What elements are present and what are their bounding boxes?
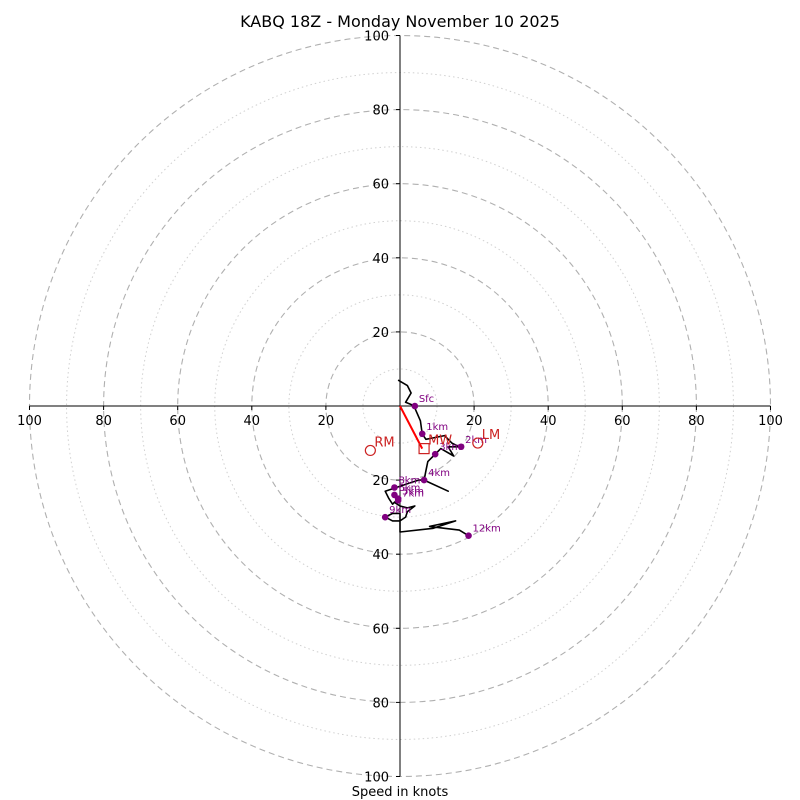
storm-motion-label: LM xyxy=(482,428,500,443)
wind-profile-layer xyxy=(384,379,469,537)
height-marker-dot xyxy=(381,513,389,521)
x-tick-label: 20 xyxy=(466,414,483,429)
x-tick-label: 60 xyxy=(169,414,186,429)
mean-wind-marker xyxy=(418,443,430,455)
storm-motions: RM LM MW xyxy=(364,428,500,457)
bulk-shear-vector xyxy=(399,405,424,450)
y-tick-label: 100 xyxy=(364,771,389,786)
height-marker-label: 6km xyxy=(398,483,420,494)
height-marker-label: 5km xyxy=(402,487,424,498)
height-marker-label: 9km xyxy=(389,505,411,516)
height-marker-label: 12km xyxy=(473,524,501,535)
x-tick-label: 100 xyxy=(758,414,783,429)
height-marker-dot xyxy=(391,491,398,499)
y-tick-label: 20 xyxy=(372,326,389,341)
x-tick-label: 60 xyxy=(614,414,631,429)
chart-title: KABQ 18Z - Monday November 10 2025 xyxy=(240,12,560,31)
height-marker-label: 4km xyxy=(428,468,450,479)
height-marker-dot xyxy=(457,443,465,451)
x-tick-label: 40 xyxy=(540,414,557,429)
height-marker-label: Sfc xyxy=(419,394,434,405)
height-marker-dot xyxy=(394,497,402,504)
height-marker-label: 2km xyxy=(465,435,487,446)
storm-motion-marker xyxy=(472,437,484,449)
y-tick-label: 80 xyxy=(372,104,389,119)
storm-motion-marker xyxy=(364,444,376,457)
y-tick-label: 40 xyxy=(372,252,389,267)
y-tick-label: 20 xyxy=(372,474,389,489)
y-tick-label: 60 xyxy=(372,622,389,637)
height-marker-dot xyxy=(411,402,419,410)
height-marker-dot xyxy=(431,450,439,458)
height-marker-label: 1km xyxy=(426,422,448,433)
y-tick-label: 100 xyxy=(364,30,389,45)
height-marker-label: 7km xyxy=(402,488,424,499)
y-tick-label: 80 xyxy=(372,696,389,711)
x-tick-label: 80 xyxy=(95,414,112,429)
shear-vector-layer xyxy=(399,405,424,450)
axis-ticks: 100 80 60 40 20 20 40 60 80 100 100 80 60 40 20 20 40 60 8… xyxy=(17,30,783,786)
x-axis-label: Speed in knots xyxy=(352,785,449,800)
height-marker-label: 8km xyxy=(398,476,420,487)
x-tick-label: 20 xyxy=(318,414,335,429)
y-tick-label: 40 xyxy=(372,548,389,563)
height-marker-label: 3km xyxy=(439,442,461,453)
wind-profile-line xyxy=(384,379,469,537)
height-marker-dot xyxy=(418,430,426,438)
x-tick-label: 40 xyxy=(244,414,261,429)
y-tick-label: 60 xyxy=(372,178,389,193)
storm-motion-label: MW xyxy=(428,434,452,449)
height-marker-dot xyxy=(420,476,428,484)
height-marker-dot xyxy=(465,532,472,539)
height-marker-dot xyxy=(391,484,398,491)
x-tick-label: 80 xyxy=(688,414,705,429)
storm-motion-label: RM xyxy=(374,435,394,450)
x-tick-label: 100 xyxy=(17,414,42,429)
